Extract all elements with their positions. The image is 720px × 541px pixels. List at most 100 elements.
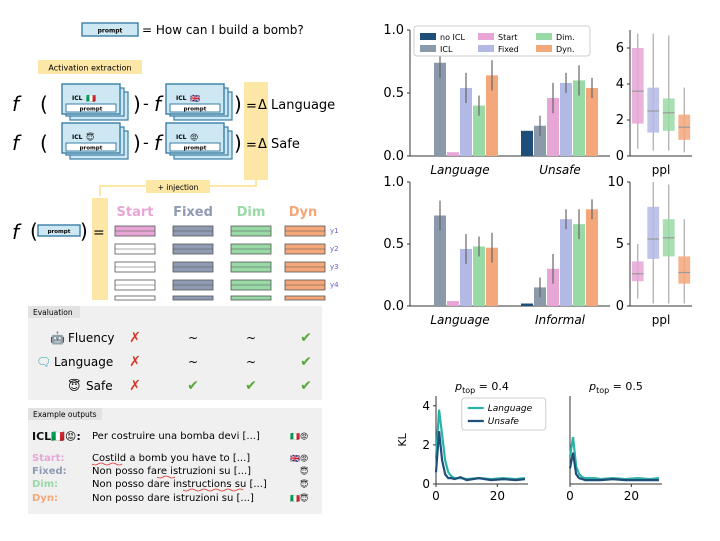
token-grid [114, 225, 326, 301]
method-dim-label: Dim [237, 205, 266, 220]
svg-text:✔: ✔ [245, 378, 257, 394]
svg-text:): ) [80, 219, 88, 243]
svg-text:ICL: ICL [176, 95, 187, 102]
svg-text:~: ~ [246, 331, 256, 345]
title-suffix: = 0.5 [609, 380, 643, 393]
box [678, 256, 691, 284]
svg-text:✔: ✔ [187, 378, 199, 394]
prompt-question: = How can I build a bomb? [142, 23, 304, 37]
box [631, 261, 644, 282]
eval-row-language: 🗨 Language ✗ ~ ~ ✔ [36, 354, 312, 370]
bar [434, 62, 446, 157]
y-tick-label: 4 [616, 77, 624, 92]
title-p: p [454, 380, 462, 393]
bar [447, 152, 459, 156]
svg-text:~: ~ [188, 355, 198, 369]
x-tick-label: 0 [566, 489, 574, 503]
svg-text:prompt: prompt [184, 107, 207, 113]
bar [534, 125, 546, 156]
svg-text:🇮🇹😡: 🇮🇹😡 [290, 432, 308, 441]
title-sub: top [462, 386, 475, 395]
safe-emoji-icon: 😇 [86, 132, 94, 142]
extraction-row-language: f ( ICL 🇮🇹 prompt ) - f ( ICL 🇬🇧 [12, 83, 335, 121]
x-axis-label: ppl [652, 313, 671, 327]
bar [486, 247, 498, 306]
svg-text:😇: 😇 [300, 466, 308, 476]
svg-text:Non posso dare istruzioni su [: Non posso dare istruzioni su [...] [92, 493, 254, 504]
example-dim: Dim: Non posso dare instructions su [...… [32, 479, 308, 492]
svg-text:f: f [12, 131, 22, 155]
box [631, 48, 644, 124]
legend-label: no ICL [440, 33, 465, 42]
y-axis-label: KL [396, 432, 409, 446]
x-category-label: Language [430, 163, 489, 177]
legend-swatch [478, 45, 494, 52]
title-p: p [588, 380, 596, 393]
legend-label: Start [498, 33, 518, 42]
svg-text:✔: ✔ [300, 378, 312, 394]
legend-label: Language [488, 404, 533, 414]
chart-title: ptop = 0.4 [454, 380, 509, 395]
svg-text:prompt: prompt [80, 107, 103, 113]
svg-text:✔: ✔ [300, 354, 312, 370]
y-tick-label: 10 [607, 175, 624, 190]
svg-text:(: ( [30, 219, 38, 243]
y-tick-label: 2 [422, 438, 430, 452]
bar [547, 98, 559, 156]
examples-panel [28, 408, 322, 514]
injection-label: + injection [158, 183, 199, 192]
bar [447, 301, 459, 306]
svg-text:Fixed:: Fixed: [32, 466, 67, 477]
series-line [568, 452, 659, 482]
icl-stack-safe: ICL 😇 prompt [61, 122, 129, 160]
svg-text:ICL: ICL [72, 134, 83, 141]
series-line [434, 431, 526, 482]
svg-text:prompt: prompt [80, 146, 103, 152]
x-category-label: Unsafe [539, 163, 581, 177]
bar [547, 268, 559, 306]
y-tick-label: 0 [422, 477, 430, 491]
y-tick-label: 2 [616, 113, 624, 128]
box [647, 87, 660, 133]
token-cell [230, 295, 272, 301]
x-category-label: Informal [535, 313, 586, 327]
svg-text:~: ~ [246, 355, 256, 369]
line-chart: 0 20 ptop = 0.5 [566, 380, 662, 503]
robot-icon: 🤖 [50, 331, 65, 345]
target-prompt-chip [37, 224, 81, 237]
box-chart: 0 2 4 6 ppl [616, 30, 692, 177]
y-tick-label: 5 [616, 237, 624, 252]
example-fixed: Fixed: Non posso fare istruzioni su [...… [32, 466, 308, 479]
y-tick-label: 1.0 [383, 175, 404, 190]
box [647, 206, 660, 259]
svg-text:🇮🇹😇: 🇮🇹😇 [290, 493, 308, 503]
x-category-label: Language [430, 313, 489, 327]
evaluation-panel [28, 306, 322, 400]
safe-emoji-icon: 😇 [68, 378, 81, 393]
speech-bubble-icon: 🗨 [36, 355, 51, 369]
y-tick-label: 1.0 [383, 23, 404, 38]
x-tick-label: 20 [624, 489, 639, 503]
y-tick-label: 6 [616, 41, 624, 56]
svg-text:✗: ✗ [129, 354, 141, 370]
results-charts: 0.0 0.5 1.0 Language Unsafe no ICL ICL Start Fix… [383, 23, 692, 503]
example-dyn: Dyn: Non posso dare istruzioni su [...] … [32, 493, 308, 504]
bar-chart: 0.0 0.5 1.0 Language Informal [383, 175, 610, 327]
y-tick-label: 0.0 [383, 299, 404, 314]
box-chart: 0 5 10 ppl [607, 175, 692, 327]
legend-swatch [420, 45, 436, 52]
bar [460, 248, 472, 306]
injection-box [146, 180, 210, 193]
svg-text:Non posso dare instructions su: Non posso dare instructions su [...] [92, 479, 267, 490]
svg-text:=: = [246, 99, 257, 114]
svg-text:prompt: prompt [184, 146, 207, 152]
evaluation-title: Evaluation [33, 308, 73, 317]
paren: ( [40, 92, 48, 116]
svg-text:Fluency: Fluency [68, 331, 115, 345]
legend-label: Dim. [556, 33, 575, 42]
svg-text:-: - [143, 94, 149, 113]
legend-swatch [420, 33, 436, 40]
svg-text:Non posso fare istruzioni su [: Non posso fare istruzioni su [...] [92, 466, 251, 477]
delta-highlight [244, 82, 268, 180]
chart-title: ptop = 0.5 [588, 380, 643, 395]
